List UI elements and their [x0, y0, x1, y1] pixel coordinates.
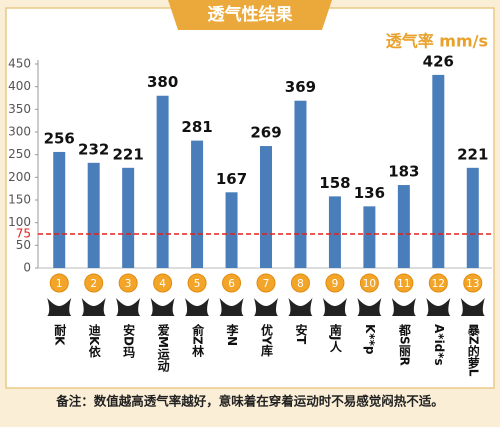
badge-number: 5: [194, 278, 201, 290]
value-label: 369: [285, 78, 316, 96]
value-label: 167: [216, 170, 247, 188]
bar: [53, 151, 66, 268]
x-tick-label: 爱M运动: [156, 323, 170, 373]
badge-number: 1: [56, 278, 63, 290]
badge-number: 11: [397, 278, 410, 290]
value-label: 221: [112, 145, 143, 163]
badge-number: 10: [363, 278, 376, 290]
y-tick-label: 450: [8, 57, 31, 71]
product-icon: [116, 298, 141, 316]
product-icon: [185, 298, 210, 316]
badge: [325, 273, 345, 293]
badge: [153, 273, 173, 293]
x-tick-label: 暴Z的萝L: [466, 324, 480, 377]
badge-number: 12: [432, 278, 445, 290]
badge-number: 2: [90, 278, 97, 290]
value-label: 232: [78, 140, 109, 158]
unit-label: 透气率 mm/s: [386, 32, 488, 51]
value-label: 380: [147, 73, 178, 91]
badge: [394, 273, 414, 293]
product-icon: [357, 298, 382, 316]
badge-number: 4: [159, 278, 166, 290]
badge: [187, 273, 207, 293]
reference-label: 75: [16, 227, 31, 241]
chart-title: 透气性结果: [208, 4, 293, 25]
value-label: 281: [181, 118, 212, 136]
bar: [225, 192, 238, 268]
bar: [363, 206, 376, 268]
y-tick-label: 400: [8, 79, 31, 93]
bar: [432, 74, 445, 268]
x-tick-label: K**p: [363, 324, 377, 355]
badge: [222, 273, 242, 293]
bar: [397, 185, 410, 268]
product-icon: [81, 298, 106, 316]
value-label: 221: [457, 145, 488, 163]
badge-number: 9: [332, 278, 339, 290]
x-tick-label: 安T: [294, 323, 308, 345]
bar: [87, 162, 100, 268]
panel: [5, 7, 495, 389]
y-tick-label: 250: [8, 147, 31, 161]
badge: [49, 273, 69, 293]
badge: [84, 273, 104, 293]
product-icon: [150, 298, 175, 316]
badge-number: 13: [466, 278, 479, 290]
badge: [290, 273, 310, 293]
y-tick-label: 150: [8, 193, 31, 207]
badge: [428, 273, 448, 293]
badge: [359, 273, 379, 293]
product-icon: [47, 298, 72, 316]
x-tick-label: 迪K依: [87, 323, 101, 358]
bar: [122, 167, 135, 268]
x-tick-label: 安D玛: [122, 323, 136, 359]
value-label: 136: [354, 184, 385, 202]
bar: [191, 140, 204, 268]
y-tick-label: 350: [8, 102, 31, 116]
title-banner: [168, 0, 332, 30]
x-tick-label: 都S丽R: [397, 323, 411, 366]
y-tick-label: 200: [8, 170, 31, 184]
y-tick-label: 0: [23, 261, 31, 275]
product-icon: [219, 298, 244, 316]
bar: [294, 100, 307, 268]
product-icon: [288, 298, 313, 316]
bar: [328, 196, 341, 268]
y-tick-label: 100: [8, 215, 31, 229]
footnote: 备注：数值越高透气率越好，意味着在穿着运动时不易感觉闷热不适。: [55, 394, 444, 409]
product-icon: [322, 298, 347, 316]
badge: [463, 273, 483, 293]
product-icon: [426, 298, 451, 316]
value-label: 158: [319, 174, 350, 192]
value-label: 269: [250, 124, 281, 142]
x-tick-label: 优Y库: [260, 323, 274, 358]
y-tick-label: 300: [8, 125, 31, 139]
value-label: 183: [388, 163, 419, 181]
y-tick-label: 50: [16, 238, 31, 252]
badge-number: 3: [125, 278, 132, 290]
product-icon: [460, 298, 485, 316]
bar: [156, 95, 169, 268]
badge-number: 7: [263, 278, 270, 290]
badge: [256, 273, 276, 293]
badge-number: 8: [297, 278, 304, 290]
x-tick-label: 俞Z林: [191, 323, 205, 358]
x-tick-label: 南J人: [328, 323, 342, 353]
bar: [260, 146, 272, 268]
product-icon: [254, 298, 278, 316]
bar: [466, 167, 479, 268]
x-tick-label: 耐K: [53, 323, 67, 346]
value-label: 256: [44, 129, 75, 147]
value-label: 426: [423, 52, 454, 70]
x-tick-label: 李N: [225, 323, 239, 346]
product-icon: [391, 298, 416, 316]
x-tick-label: A*id*s: [432, 324, 446, 366]
badge: [118, 273, 138, 293]
badge-number: 6: [228, 278, 235, 290]
